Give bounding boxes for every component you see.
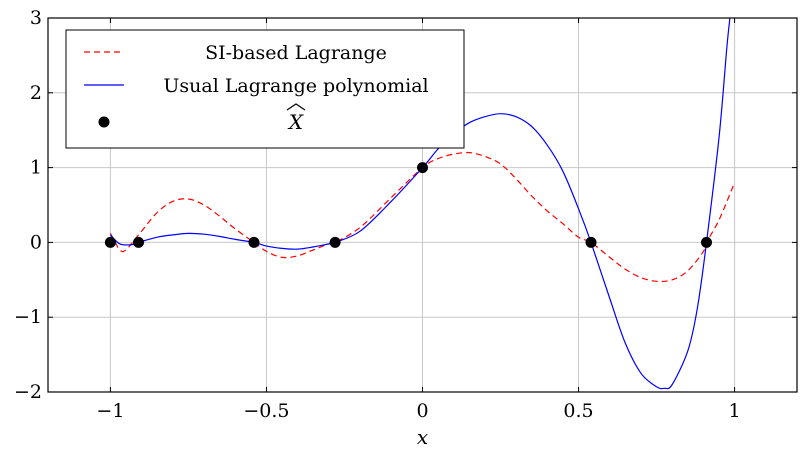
x-tick-label: −0.5 [243,400,289,422]
data-point [700,236,712,248]
data-point [585,236,597,248]
legend-box [65,29,465,149]
data-point [417,162,428,174]
y-axis-ticks: −2 −1 0 1 2 3 [14,7,797,403]
y-tick-label: −1 [14,306,42,328]
x-axis-ticks: −1 −0.5 0 0.5 1 [96,18,741,422]
legend-label-points: X [287,110,304,134]
x-tick-label: 1 [729,400,741,422]
series-si-based-lagrange [109,151,736,283]
x-tick-label: 0.5 [563,400,593,422]
y-tick-label: 2 [30,82,42,104]
legend-label-usual: Usual Lagrange polynomial [163,75,428,97]
y-tick-label: −2 [14,381,42,403]
y-tick-label: 0 [30,231,42,253]
data-point [248,236,260,248]
y-tick-label: 3 [30,7,42,29]
legend: SI-based Lagrange Usual Lagrange polynom… [65,29,465,149]
legend-swatch-points [98,116,110,128]
data-point [133,236,145,248]
legend-label-si-based: SI-based Lagrange [205,42,387,64]
legend-hat-accent [286,103,306,111]
data-point [329,236,341,248]
data-points [104,162,712,248]
x-tick-label: −1 [96,400,124,422]
x-axis-title: x [417,425,428,449]
y-tick-label: 1 [30,157,42,179]
data-point [104,236,116,248]
x-tick-label: 0 [416,400,428,422]
